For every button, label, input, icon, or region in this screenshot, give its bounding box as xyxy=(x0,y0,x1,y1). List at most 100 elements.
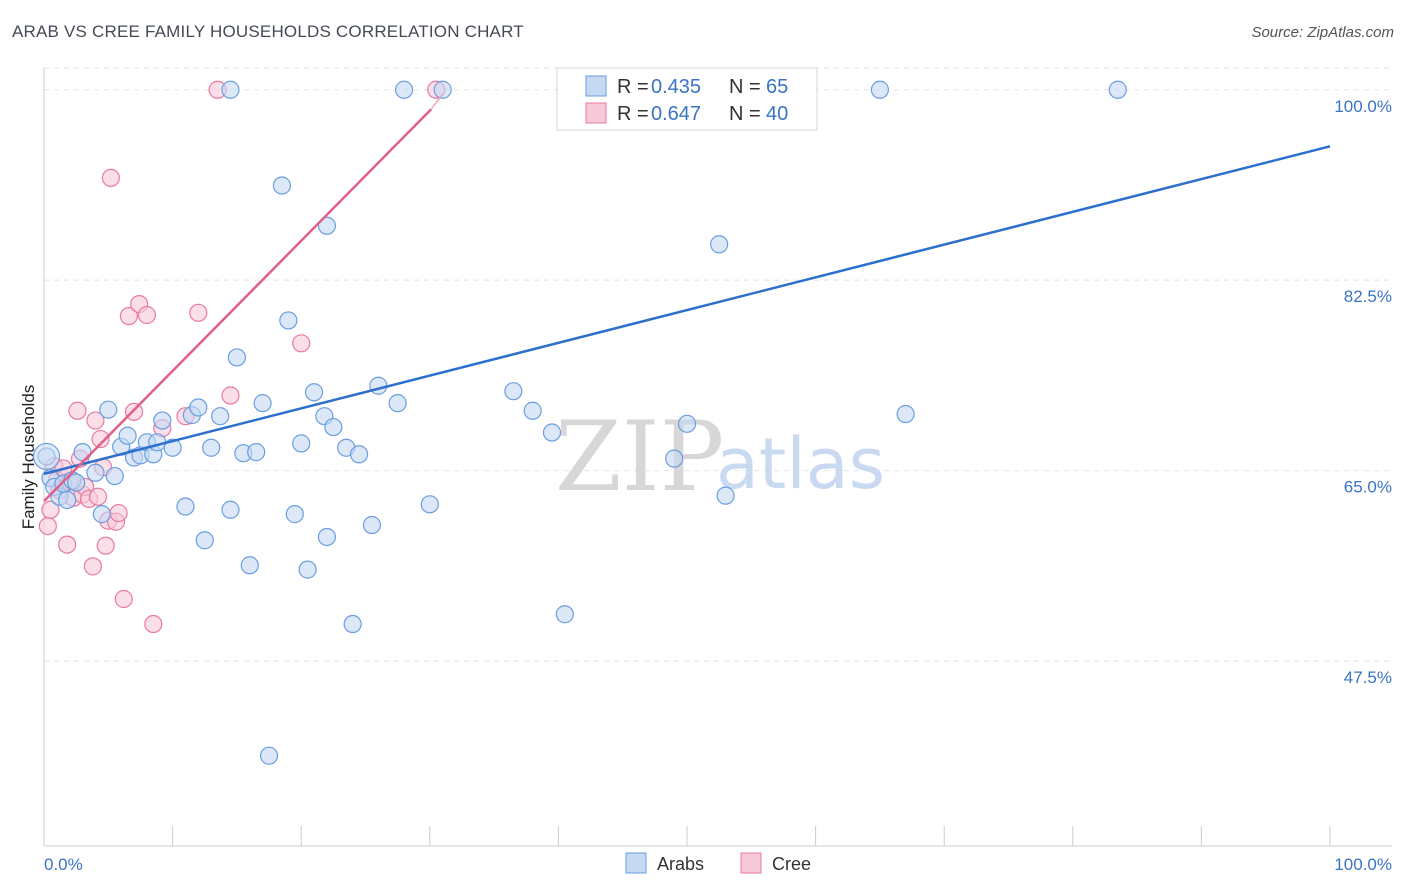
arabs-point xyxy=(369,376,388,395)
y-tick-label: 100.0% xyxy=(1334,97,1392,116)
arabs-point xyxy=(298,560,317,579)
arabs-point xyxy=(317,527,337,547)
arabs-point xyxy=(221,80,240,99)
legend-swatch-cree xyxy=(585,102,607,124)
legend-n-value-arabs: 65 xyxy=(766,76,788,98)
arabs-point xyxy=(67,473,86,492)
cree-point xyxy=(41,500,60,519)
arabs-point xyxy=(285,505,304,524)
arabs-point xyxy=(247,443,266,462)
arabs-point xyxy=(433,80,452,99)
cree-point xyxy=(86,411,105,430)
arabs-point xyxy=(504,382,523,401)
x-tick-label-right: 100.0% xyxy=(1334,855,1392,874)
y-axis-label: Family Households xyxy=(19,385,38,530)
cree-point xyxy=(101,168,120,187)
cree-point xyxy=(119,306,138,326)
top-legend: R = 0.435 N = 65 R = 0.647 N = 40 xyxy=(556,67,818,131)
arabs-point xyxy=(324,417,343,437)
legend-n-label-arabs: N = xyxy=(729,76,761,98)
x-tick-label-left: 0.0% xyxy=(44,855,83,874)
cree-point xyxy=(91,429,110,449)
arabs-point xyxy=(221,500,240,519)
legend-n-value-cree: 40 xyxy=(766,103,788,125)
arabs-point xyxy=(677,414,697,433)
cree-point xyxy=(68,401,87,420)
bottom-legend-label-arabs: Arabs xyxy=(657,854,704,874)
arabs-trend-line xyxy=(43,145,1331,476)
cree-point xyxy=(38,516,57,536)
arabs-point xyxy=(388,394,407,413)
arabs-point xyxy=(665,449,684,468)
legend-r-label-cree: R = xyxy=(617,103,649,125)
y-tick-label: 82.5% xyxy=(1344,287,1392,306)
legend-r-label-arabs: R = xyxy=(617,76,649,98)
arabs-point xyxy=(176,497,195,516)
source-label: Source: ZipAtlas.com xyxy=(1251,24,1394,41)
cree-point xyxy=(124,402,144,421)
cree-trend-extension xyxy=(430,93,444,110)
arabs-point xyxy=(195,531,214,550)
bottom-legend-swatch-arabs xyxy=(625,852,647,874)
y-tick-labels: 47.5% 65.0% 82.5% 100.0% xyxy=(1334,97,1392,687)
arabs-point xyxy=(240,556,259,575)
legend-swatch-arabs xyxy=(585,75,607,97)
legend-r-value-cree: 0.647 xyxy=(651,103,701,125)
arabs-point xyxy=(92,505,111,524)
arabs-point xyxy=(555,605,574,624)
chart-title: ARAB VS CREE FAMILY HOUSEHOLDS CORRELATI… xyxy=(12,22,524,41)
arabs-point xyxy=(317,216,337,235)
arabs-point xyxy=(86,463,105,482)
arabs-point xyxy=(118,426,137,445)
arabs-point xyxy=(343,614,362,634)
cree-point xyxy=(83,557,102,576)
cree-point xyxy=(96,536,115,555)
bottom-legend: Arabs Cree xyxy=(625,852,811,874)
arabs-point xyxy=(32,442,61,471)
arabs-point xyxy=(211,407,230,426)
trend-lines xyxy=(43,93,1331,502)
arabs-point xyxy=(202,438,221,457)
arabs-point xyxy=(1108,80,1127,99)
bottom-legend-label-cree: Cree xyxy=(772,854,811,874)
cree-point xyxy=(58,535,77,554)
y-tick-label: 47.5% xyxy=(1344,668,1392,687)
cree-point xyxy=(88,487,108,506)
arabs-point xyxy=(362,515,382,535)
legend-r-value-arabs: 0.435 xyxy=(651,76,701,98)
arabs-point xyxy=(73,443,92,462)
cree-point xyxy=(221,386,240,405)
arabs-point xyxy=(153,411,172,430)
cree-point xyxy=(137,305,156,325)
arabs-point xyxy=(253,394,272,413)
arabs-point xyxy=(279,311,298,330)
arabs-point xyxy=(272,176,292,195)
arabs-point xyxy=(349,445,369,464)
arabs-point xyxy=(710,235,729,254)
arabs-point xyxy=(523,401,542,420)
arabs-point xyxy=(304,383,324,402)
bottom-legend-swatch-cree xyxy=(740,852,762,874)
cree-point xyxy=(189,303,208,322)
arabs-point xyxy=(542,423,562,442)
arabs-point xyxy=(259,746,279,765)
cree-trend-line xyxy=(43,108,432,502)
arabs-point xyxy=(163,438,182,457)
x-tick-labels: 0.0% 100.0% xyxy=(44,855,1392,874)
cree-point xyxy=(109,503,128,523)
cree-point xyxy=(292,334,311,353)
y-tick-label: 65.0% xyxy=(1344,478,1392,497)
cree-point xyxy=(114,589,133,609)
arabs-point xyxy=(870,80,890,99)
arabs-points xyxy=(32,80,1127,765)
watermark: ZIP atlas xyxy=(555,401,885,513)
arabs-point xyxy=(227,348,246,367)
watermark-atlas: atlas xyxy=(716,423,885,505)
arabs-point xyxy=(99,400,118,419)
arabs-point xyxy=(292,434,311,453)
arabs-point xyxy=(105,466,124,486)
cree-point xyxy=(144,614,163,634)
arabs-point xyxy=(394,80,414,99)
watermark-zip: ZIP xyxy=(555,401,724,513)
